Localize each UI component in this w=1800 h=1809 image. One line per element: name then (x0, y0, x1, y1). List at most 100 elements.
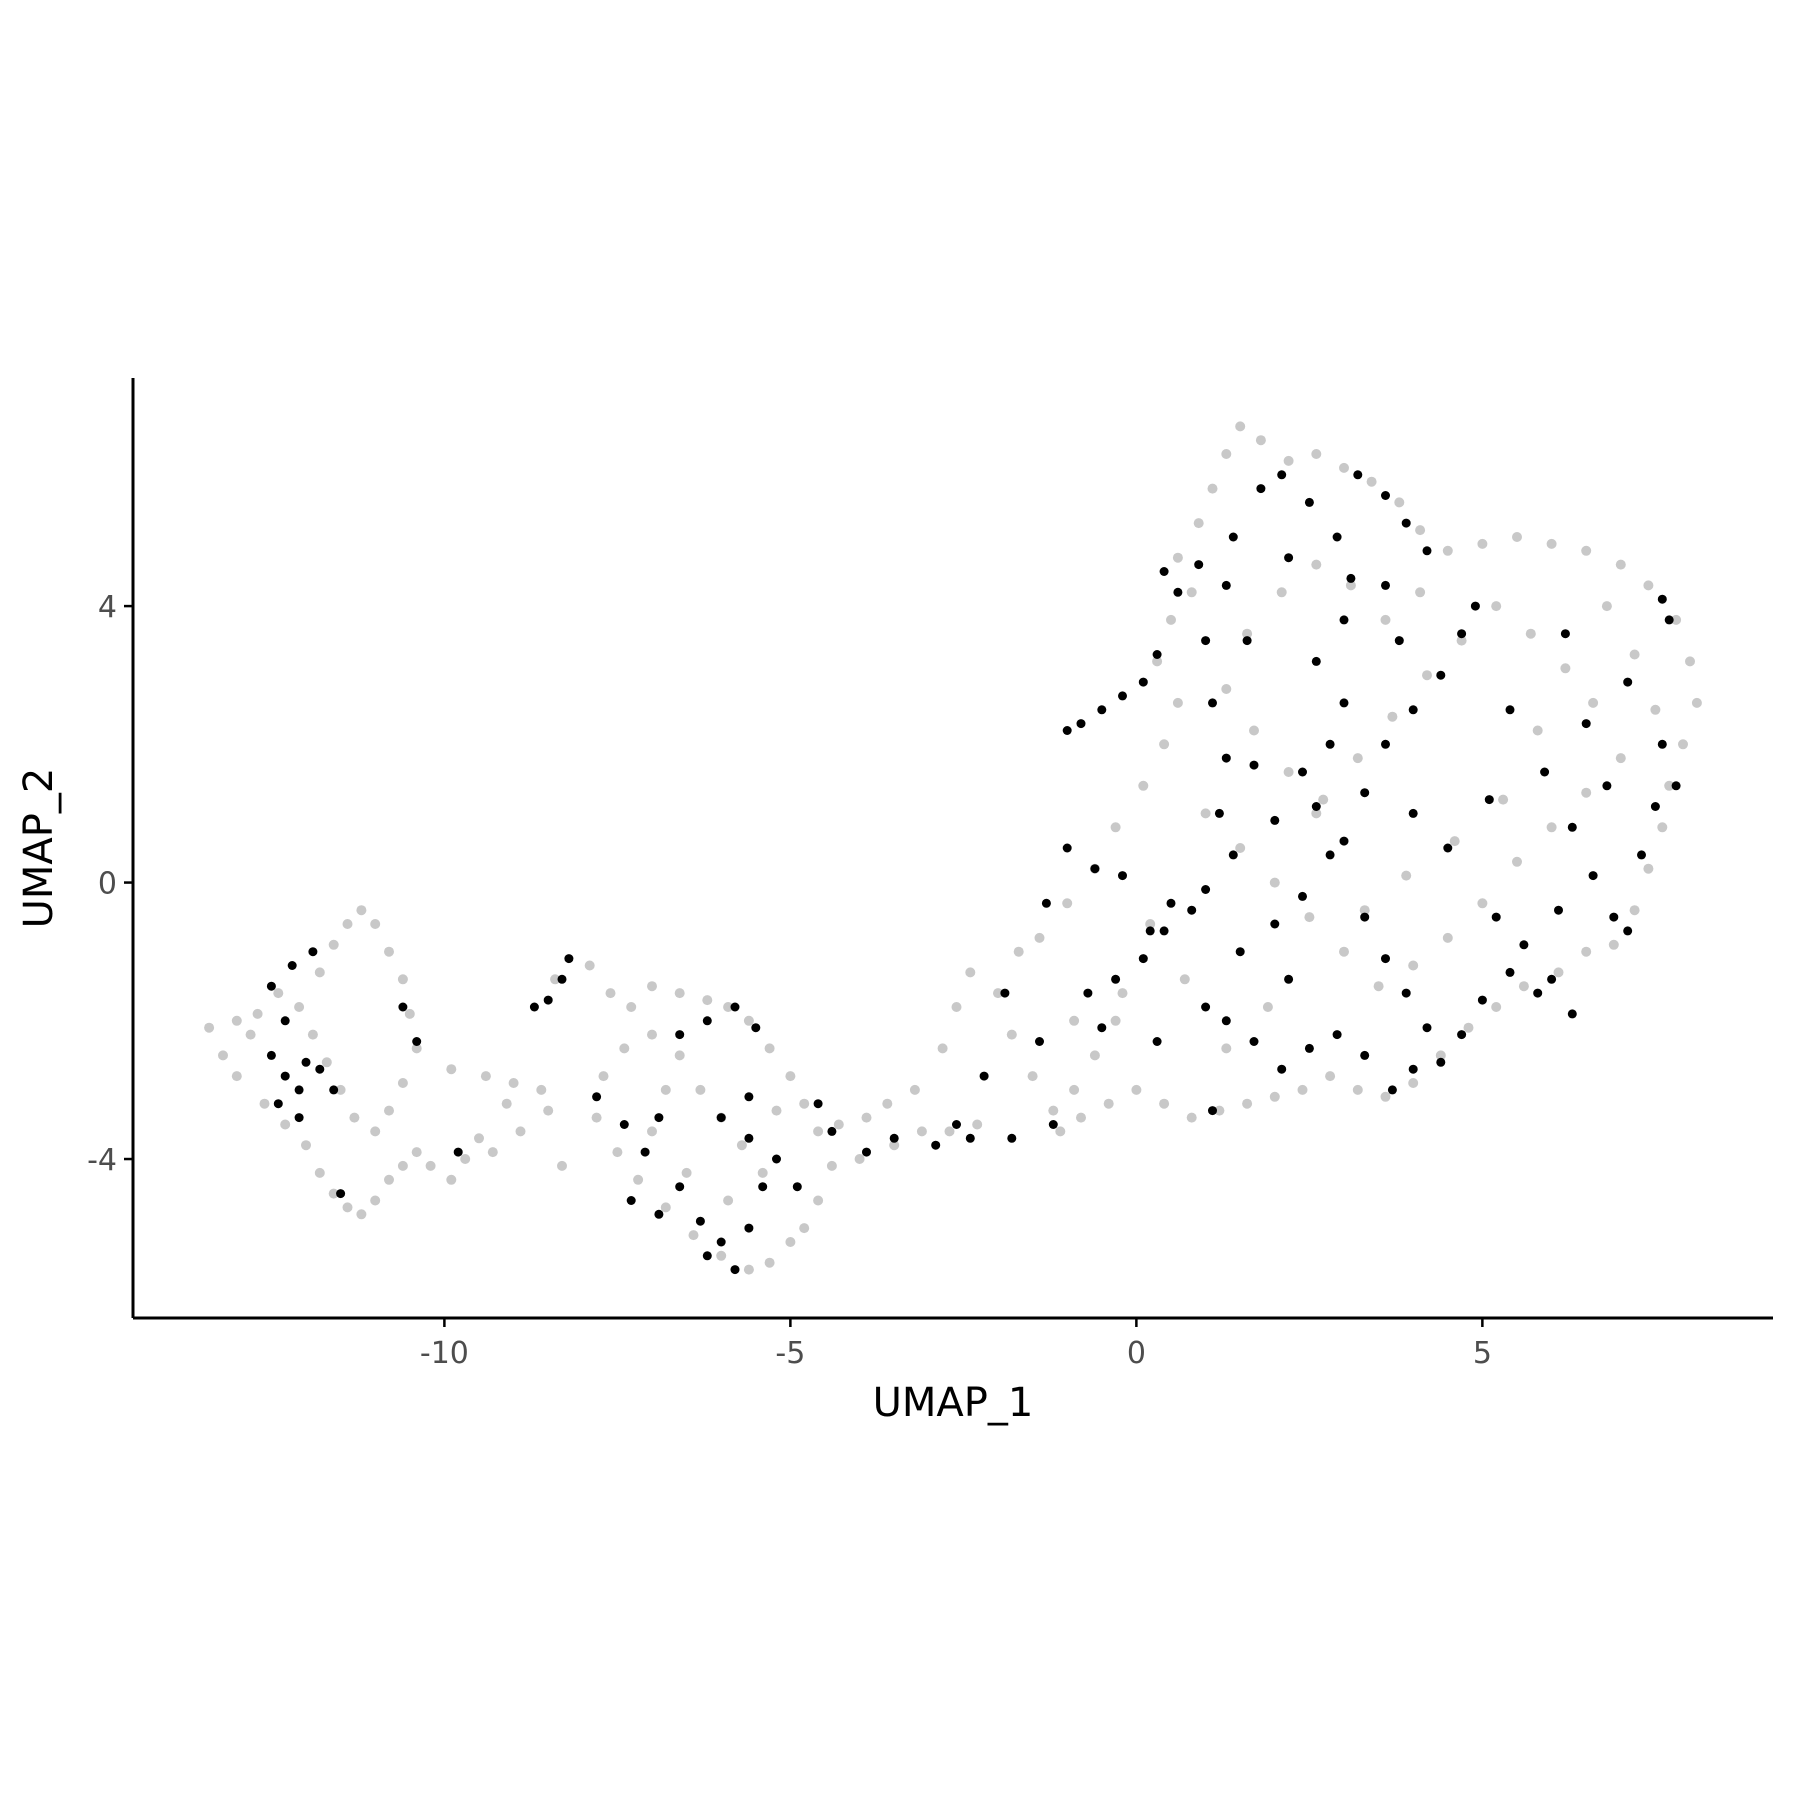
background-cell-point (1138, 780, 1149, 791)
background-cell-point (1242, 628, 1253, 639)
highlighted-cell-point (1325, 739, 1335, 749)
highlighted-cell-point (1166, 898, 1176, 908)
background-cell-point (1110, 822, 1121, 833)
x-axis-title: UMAP_1 (873, 1380, 1034, 1426)
background-cell-point (1581, 946, 1592, 957)
highlighted-cell-point (1671, 781, 1681, 791)
highlighted-cell-point (1145, 926, 1155, 936)
background-cell-point (647, 981, 657, 992)
highlighted-cell-point (1111, 974, 1121, 984)
highlighted-cell-point (654, 1209, 664, 1219)
background-cell-point (1422, 670, 1432, 681)
background-cell-point (1193, 518, 1204, 529)
background-cell-point (1089, 1050, 1100, 1061)
highlighted-cell-point (1381, 739, 1390, 749)
background-cell-point (259, 1098, 270, 1109)
highlighted-cell-point (1097, 705, 1107, 715)
background-cell-point (218, 1050, 228, 1061)
background-cell-point (813, 1195, 824, 1206)
background-cell-point (757, 1167, 768, 1178)
background-cell-point (909, 1084, 920, 1095)
highlighted-cell-point (1304, 497, 1314, 507)
background-cell-point (743, 1015, 754, 1026)
background-cell-point (1553, 967, 1564, 978)
background-cell-point (1415, 587, 1426, 598)
highlighted-cell-point (1118, 871, 1127, 881)
highlighted-cell-point (1118, 691, 1127, 701)
background-cell-point (1588, 697, 1599, 708)
background-cell-point (543, 1105, 554, 1116)
background-cell-point (681, 1167, 692, 1178)
highlighted-cell-point (744, 1092, 754, 1102)
background-cell-point (1352, 753, 1363, 764)
highlighted-cell-point (675, 1030, 685, 1040)
background-cell-point (1339, 946, 1349, 957)
background-cell-point (1456, 635, 1467, 646)
highlighted-cell-point (1339, 698, 1349, 708)
highlighted-cell-point (529, 1002, 539, 1012)
background-cell-point (764, 1043, 775, 1054)
background-cell-points (204, 421, 1702, 1275)
highlighted-cell-point (1152, 1037, 1162, 1046)
background-cell-point (647, 1029, 657, 1040)
highlighted-cell-point (744, 1133, 754, 1143)
highlighted-cell-point (315, 1064, 325, 1074)
highlighted-cell-point (1062, 843, 1072, 853)
highlighted-cell-point (702, 1251, 712, 1261)
background-cell-point (1159, 739, 1170, 750)
background-cell-point (882, 1098, 893, 1109)
background-cell-point (1671, 614, 1682, 625)
background-cell-point (474, 1133, 484, 1144)
background-cell-point (1477, 898, 1488, 909)
highlighted-cell-point (1394, 636, 1404, 646)
highlighted-cell-point (1387, 1085, 1397, 1095)
x-tick-label: -10 (420, 1336, 469, 1371)
highlighted-cell-point (1062, 726, 1072, 735)
highlighted-cell-point (1201, 885, 1211, 894)
highlighted-cell-point (1637, 850, 1646, 860)
background-cell-point (1186, 1112, 1197, 1123)
highlighted-cell-point (1298, 767, 1307, 777)
background-cell-point (397, 974, 408, 985)
background-cell-point (674, 1050, 685, 1061)
background-cell-point (1325, 1071, 1336, 1082)
background-cell-point (723, 1002, 734, 1012)
highlighted-cell-point (1187, 905, 1197, 915)
background-cell-point (301, 1140, 311, 1151)
highlighted-cell-point (1035, 1037, 1044, 1046)
background-cell-point (1560, 663, 1571, 674)
background-cell-point (515, 1126, 526, 1137)
background-cell-point (633, 1174, 644, 1185)
highlighted-cell-point (1304, 1043, 1314, 1053)
background-cell-point (1311, 808, 1322, 819)
highlighted-cell-point (952, 1120, 961, 1129)
background-cell-point (1311, 449, 1322, 459)
background-cell-point (951, 1002, 962, 1012)
highlighted-cell-point (1270, 815, 1280, 825)
highlighted-cell-point (1076, 719, 1086, 729)
background-cell-point (1518, 981, 1529, 992)
highlighted-cell-point (1097, 1023, 1107, 1033)
background-cell-point (328, 1188, 339, 1199)
highlighted-cell-point (744, 1223, 754, 1233)
highlighted-cell-point (1360, 912, 1370, 922)
background-cell-point (307, 1029, 318, 1040)
highlighted-cell-point (1138, 954, 1148, 964)
background-cell-point (446, 1174, 457, 1185)
background-cell-point (1207, 483, 1218, 494)
x-axis-ticks: -10 -5 0 5 (420, 1318, 1492, 1371)
highlighted-cell-point (1401, 518, 1411, 528)
background-cell-point (861, 1112, 872, 1123)
background-cell-point (1380, 614, 1391, 625)
background-cell-point (411, 1043, 422, 1054)
background-cell-point (1311, 559, 1322, 570)
background-cell-point (937, 1043, 948, 1054)
highlighted-cell-point (1208, 698, 1217, 708)
background-cell-point (314, 967, 325, 978)
highlighted-cell-point (1332, 1030, 1342, 1040)
highlighted-cell-point (1194, 560, 1204, 570)
background-cell-point (591, 1112, 602, 1123)
background-cell-point (889, 1140, 900, 1151)
background-cell-point (1678, 739, 1688, 750)
background-cell-point (1685, 656, 1695, 667)
